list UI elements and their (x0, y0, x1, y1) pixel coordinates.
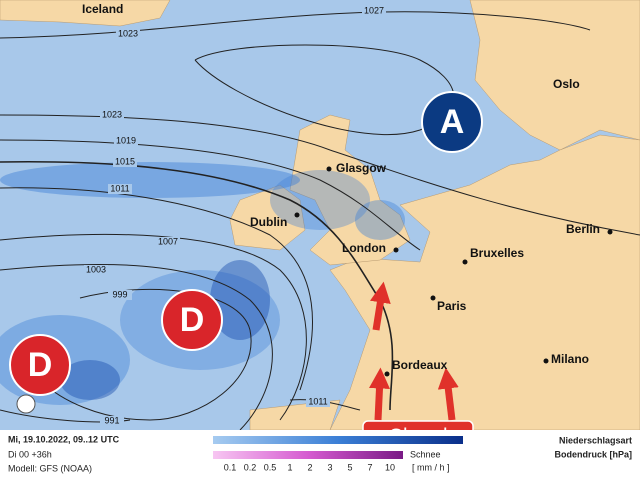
city-dot (326, 166, 332, 172)
place-name: Iceland (82, 2, 123, 16)
isobar-label: 999 (112, 289, 127, 299)
isobar-line (0, 187, 313, 391)
isobar-label-bg (362, 6, 386, 16)
isobar-label: 1019 (116, 135, 136, 145)
pressure-letter: A (440, 103, 465, 141)
unit: [ mm / h ] (412, 462, 450, 472)
isobar-label-bg (114, 136, 138, 146)
isobar-label-bg (156, 237, 180, 247)
isobar-label: 1003 (86, 264, 106, 274)
model: Modell: GFS (NOAA) (8, 463, 92, 473)
scale-label: 2 (307, 462, 312, 472)
isobar-label-bg (100, 110, 124, 120)
pressure-letter: D (28, 346, 53, 384)
city-dot (430, 295, 436, 301)
place-name: Bordeaux (392, 358, 448, 372)
snow-label: Schnee (410, 449, 441, 459)
isobar-label: 1015 (115, 156, 135, 166)
scale-label: 0.1 (224, 462, 237, 472)
pressure-center (161, 289, 223, 351)
isobar-label: 1027 (364, 5, 384, 15)
arrow (369, 281, 391, 331)
rain-area (355, 200, 405, 240)
date: Mi, 19.10.2022, 09..12 UTC (8, 434, 120, 444)
ireland-land (229, 184, 306, 251)
city-dot (462, 259, 468, 265)
scale-label: 0.2 (244, 462, 257, 472)
arrow (437, 367, 459, 421)
isobar-label-bg (116, 29, 140, 39)
place-name: Dublin (250, 215, 287, 229)
isobar-label-bg (84, 265, 108, 275)
isobar-line (0, 11, 591, 39)
land (0, 0, 640, 431)
isobar-line (0, 139, 421, 251)
isobar-line (0, 263, 273, 431)
isobar-line (39, 288, 252, 421)
globe-icon (16, 394, 36, 414)
warm-arrows (369, 281, 459, 421)
rain-band (0, 162, 300, 198)
place-name: Glasgow (336, 161, 387, 175)
scale-label: 3 (327, 462, 332, 472)
city-dot (607, 229, 613, 235)
isobar-label-bg (113, 157, 137, 167)
isobar-label: 1023 (118, 28, 138, 38)
rain-scale (213, 436, 463, 444)
place-name: London (342, 241, 386, 255)
scandinavia-land (469, 0, 640, 151)
place-name: Bruxelles (470, 246, 524, 260)
city-dot (393, 247, 399, 253)
scale-label: 10 (385, 462, 395, 472)
isobar-label: 1023 (102, 109, 122, 119)
place-name: Paris (437, 299, 467, 313)
scale-label: 0.5 (264, 462, 277, 472)
scale-label: 7 (367, 462, 372, 472)
pressure-letter: D (180, 301, 205, 339)
iceland-land (0, 0, 171, 27)
rain-core (210, 260, 270, 340)
rain-core (60, 360, 120, 400)
place-name: Oslo (553, 77, 580, 91)
pressure-center (421, 91, 483, 153)
city-dot (294, 212, 300, 218)
isobar-label-bg (108, 290, 132, 300)
isobar-label: 1011 (110, 183, 129, 193)
scale-label: 5 (347, 462, 352, 472)
scale-label: 1 (287, 462, 292, 472)
snow-scale (213, 451, 403, 459)
pressure-center (9, 334, 71, 396)
isobar-label: 1011 (308, 396, 327, 406)
city-dot (543, 358, 549, 364)
run: Di 00 +36h (8, 449, 52, 459)
isobar-label: 991 (104, 415, 119, 425)
city-dot (384, 371, 390, 377)
place-name: Milano (551, 352, 589, 366)
isobar-label-bg (306, 397, 330, 407)
isobar-label: 1007 (158, 236, 178, 246)
place-name: Berlin (566, 222, 600, 236)
arrow (369, 367, 390, 421)
isobar-line (0, 233, 307, 421)
legend-subtitle: Bodendruck [hPa] (554, 449, 632, 459)
legend-title: Niederschlagsart (559, 435, 632, 445)
isobar-label-bg (108, 184, 132, 194)
isobar-label-bg (100, 416, 124, 426)
